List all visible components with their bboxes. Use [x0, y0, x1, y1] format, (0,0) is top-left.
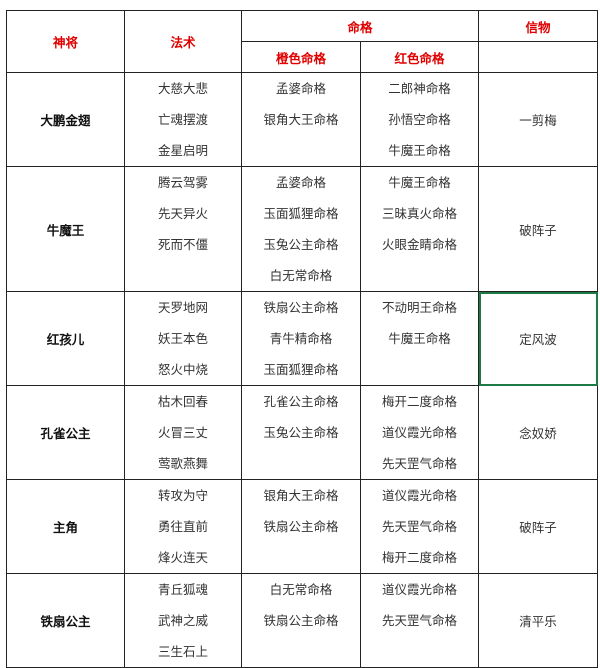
- red-cell[interactable]: 二郎神命格孙悟空命格牛魔王命格: [360, 72, 479, 167]
- hero-name-cell[interactable]: 牛魔王: [6, 166, 125, 292]
- red-item: 先天罡气命格: [381, 519, 457, 534]
- spells-item: 先天异火: [157, 206, 208, 221]
- table-row: 孔雀公主 枯木回春 火冒三丈 莺歌燕舞 孔雀公主命格 玉兔公主命格 梅开二度命格 道仪霞光命格…: [6, 385, 598, 480]
- red-item: 不动明王命格: [381, 300, 457, 315]
- token-cell[interactable]: 破阵子: [478, 479, 598, 574]
- orange-item: 玉面狐狸命格: [263, 362, 339, 377]
- spells-item: 枯木回春: [157, 394, 208, 409]
- hero-name-cell[interactable]: 红孩儿: [6, 291, 125, 386]
- header-fashu: 法术: [124, 10, 242, 73]
- token-cell[interactable]: 念奴娇: [478, 385, 598, 480]
- red-cell[interactable]: 梅开二度命格 道仪霞光命格 先天罡气命格: [360, 385, 479, 480]
- orange-cell[interactable]: 白无常命格铁扇公主命格: [241, 573, 361, 668]
- red-item: 牛魔王命格: [388, 175, 451, 190]
- red-item: 二郎神命格: [388, 81, 451, 96]
- hero-name-cell[interactable]: 主角: [6, 479, 125, 574]
- orange-item: 玉兔公主命格: [263, 237, 339, 252]
- red-item: 梅开二度命格: [381, 550, 457, 565]
- red-cell[interactable]: 道仪霞光命格 先天罡气命格: [360, 573, 479, 668]
- spells-item: 大慈大悲: [157, 81, 208, 96]
- table-row: 牛魔王 腾云驾雾 先天异火 死而不僵 孟婆命格 玉面狐狸命格 玉兔公主命格 白无常命格 牛魔王命…: [6, 166, 598, 292]
- red-item: 牛魔王命格: [388, 331, 451, 346]
- orange-item: 孟婆命格: [275, 81, 326, 96]
- red-item: 道仪霞光命格: [381, 582, 457, 597]
- header-empty: [478, 41, 598, 73]
- orange-cell[interactable]: 铁扇公主命格 青牛精命格玉面狐狸命格: [241, 291, 361, 386]
- orange-cell[interactable]: 孟婆命格银角大王命格: [241, 72, 361, 167]
- red-item: 梅开二度命格: [381, 394, 457, 409]
- spells-cell[interactable]: 天罗地网妖王本色怒火中烧: [124, 291, 242, 386]
- spells-cell[interactable]: 青丘狐魂武神之威三生石上: [124, 573, 242, 668]
- orange-item: 银角大王命格: [263, 112, 339, 127]
- red-item: 先天罡气命格: [381, 613, 457, 628]
- orange-cell[interactable]: 孔雀公主命格 玉兔公主命格: [241, 385, 361, 480]
- orange-item: 玉面狐狸命格: [263, 206, 339, 221]
- header-orange: 橙色命格: [241, 41, 361, 73]
- spells-cell[interactable]: 枯木回春火冒三丈莺歌燕舞: [124, 385, 242, 480]
- table-row: 大鹏金翅 大慈大悲 亡魂摆渡 金星启明 孟婆命格 银角大王命格 二郎神命格 孙悟空命格 牛魔王命…: [6, 72, 598, 167]
- spells-item: 勇往直前: [157, 519, 208, 534]
- spells-item: 妖王本色: [157, 331, 208, 346]
- spells-item: 亡魂摆渡: [157, 112, 208, 127]
- hero-name-cell[interactable]: 大鹏金翅: [6, 72, 125, 167]
- header-mingge: 命格: [241, 10, 479, 42]
- orange-item: 铁扇公主命格: [263, 519, 339, 534]
- orange-item: 青牛精命格: [269, 331, 333, 346]
- spells-item: 莺歌燕舞: [157, 456, 208, 471]
- orange-item: 铁扇公主命格: [263, 300, 339, 315]
- orange-item: 白无常命格: [269, 582, 333, 597]
- orange-cell[interactable]: 孟婆命格玉面狐狸命格 玉兔公主命格 白无常命格: [241, 166, 361, 292]
- red-item: 孙悟空命格: [388, 112, 451, 127]
- red-item: 先天罡气命格: [381, 456, 457, 471]
- orange-item: 铁扇公主命格: [263, 613, 339, 628]
- spells-cell[interactable]: 腾云驾雾先天异火死而不僵: [124, 166, 242, 292]
- red-item: 道仪霞光命格: [381, 425, 457, 440]
- orange-item: 孔雀公主命格: [263, 394, 339, 409]
- orange-item: 银角大王命格: [263, 488, 339, 503]
- header-shenjiang: 神将: [6, 10, 125, 73]
- hero-name-cell[interactable]: 孔雀公主: [6, 385, 125, 480]
- lineup-table: 神将 法术 命格 信物 橙色命格 红色命格 大鹏金翅 大慈大悲 亡魂摆渡 金星启明 孟婆…: [6, 10, 598, 668]
- spells-item: 天罗地网: [157, 300, 208, 315]
- red-item: 三昧真火命格: [381, 206, 457, 221]
- spells-item: 三生石上: [157, 644, 208, 659]
- red-cell[interactable]: 不动明王命格 牛魔王命格: [360, 291, 479, 386]
- table-row: 铁扇公主 青丘狐魂 武神之威 三生石上 白无常命格 铁扇公主命格 道仪霞光命格 先天罡气命格清…: [6, 573, 598, 668]
- spells-cell[interactable]: 转攻为守勇往直前烽火连天: [124, 479, 242, 574]
- token-cell[interactable]: 清平乐: [478, 573, 598, 668]
- spells-item: 死而不僵: [157, 237, 208, 252]
- red-item: 道仪霞光命格: [381, 488, 457, 503]
- spells-item: 腾云驾雾: [157, 175, 208, 190]
- token-cell[interactable]: 破阵子: [478, 166, 598, 292]
- spells-item: 金星启明: [157, 143, 208, 158]
- orange-item: 玉兔公主命格: [263, 425, 339, 440]
- red-item: 火眼金睛命格: [381, 237, 457, 252]
- spells-item: 转攻为守: [157, 488, 208, 503]
- table-row: 红孩儿 天罗地网 妖王本色 怒火中烧 铁扇公主命格 青牛精命格 玉面狐狸命格 不动明王命格 牛魔…: [6, 291, 598, 386]
- red-cell[interactable]: 道仪霞光命格 先天罡气命格 梅开二度命格: [360, 479, 479, 574]
- orange-cell[interactable]: 银角大王命格 铁扇公主命格: [241, 479, 361, 574]
- header-red: 红色命格: [360, 41, 479, 73]
- orange-item: 白无常命格: [269, 268, 333, 283]
- token-cell[interactable]: 定风波: [478, 291, 598, 386]
- spells-item: 怒火中烧: [157, 362, 208, 377]
- token-cell[interactable]: 一剪梅: [478, 72, 598, 167]
- spells-cell[interactable]: 大慈大悲亡魂摆渡金星启明: [124, 72, 242, 167]
- spells-item: 烽火连天: [157, 550, 208, 565]
- hero-name-cell[interactable]: 铁扇公主: [6, 573, 125, 668]
- spells-item: 武神之威: [157, 613, 208, 628]
- red-cell[interactable]: 牛魔王命格三昧真火命格 火眼金睛命格: [360, 166, 479, 292]
- spells-item: 青丘狐魂: [157, 582, 208, 597]
- orange-item: 孟婆命格: [275, 175, 326, 190]
- header-xinwu: 信物: [478, 10, 598, 42]
- red-item: 牛魔王命格: [388, 143, 451, 158]
- table-row: 主角 转攻为守 勇往直前 烽火连天 银角大王命格 铁扇公主命格 道仪霞光命格 先天罡气命格 梅开…: [6, 479, 598, 574]
- spells-item: 火冒三丈: [157, 425, 208, 440]
